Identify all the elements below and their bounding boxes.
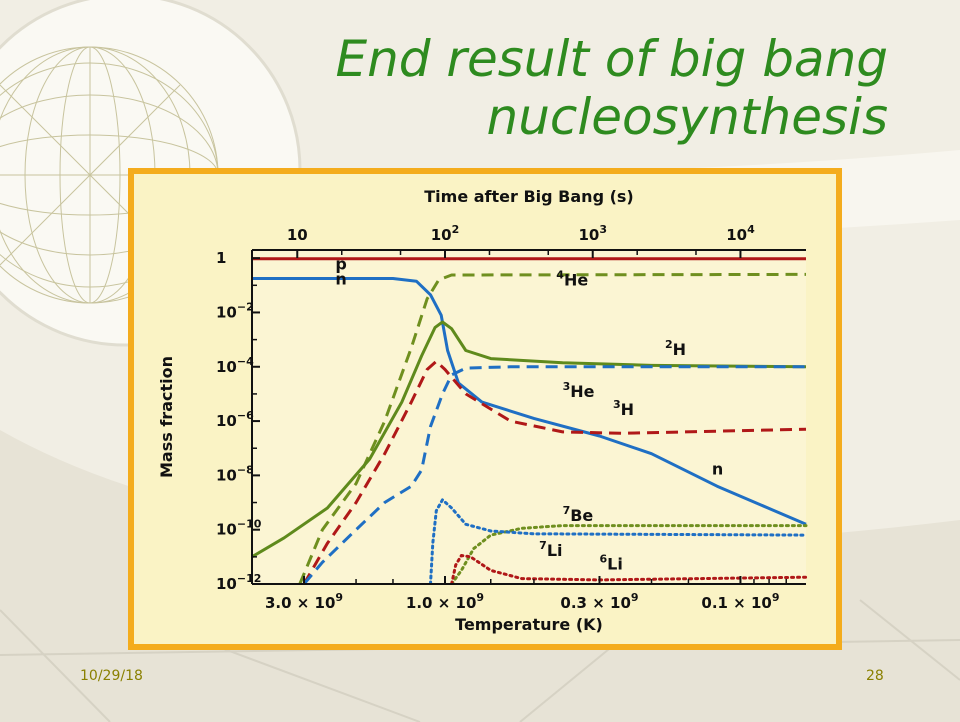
- chart-panel: 1 10−2 10−4 10−6 10−8 10−10 10−12 3.0 × 109 1.0 …: [134, 174, 836, 644]
- top-tick-label: 103: [578, 223, 607, 244]
- series-line-2H: [252, 320, 807, 559]
- curve-label-6Li: 6Li: [599, 553, 622, 574]
- curve-label-3He: 3He: [563, 380, 595, 401]
- y-tick-label: 10−2: [216, 300, 254, 321]
- top-tick-label: 102: [431, 223, 460, 244]
- x-tick-label: 1.0 × 109: [406, 591, 484, 612]
- y-tick-label: 10−12: [216, 572, 261, 593]
- y-tick-label: 10−8: [216, 463, 254, 484]
- footer-date: 10/29/18: [80, 668, 143, 684]
- x-tick-label: 0.3 × 109: [560, 591, 638, 612]
- x-axis-title: Temperature (K): [455, 615, 603, 634]
- curve-label-n: n: [712, 460, 723, 479]
- x-tick-label: 0.1 × 109: [701, 591, 779, 612]
- series-line-3He: [302, 365, 806, 584]
- x-tick-label: 3.0 × 109: [265, 591, 343, 612]
- series-line-3H: [302, 359, 807, 584]
- curve-label-2H: 2H: [665, 338, 686, 359]
- top-tick-label: 104: [726, 223, 755, 244]
- slide-title: End result of big bang nucleosynthesis: [335, 30, 888, 146]
- top-tick-label: 10: [287, 226, 308, 244]
- slide-number: 28: [866, 668, 884, 684]
- nucleosynthesis-chart: 1 10−2 10−4 10−6 10−8 10−10 10−123.0 × 109 1.0 …: [157, 187, 808, 634]
- curve-label-n: n: [335, 270, 346, 289]
- y-axis-title: Mass fraction: [157, 356, 176, 478]
- series-line-7Li: [429, 498, 808, 584]
- curve-label-3H: 3H: [613, 398, 634, 419]
- top-axis-title: Time after Big Bang (s): [424, 187, 633, 206]
- chart-figure: 1 10−2 10−4 10−6 10−8 10−10 10−12 3.0 × 109 1.0 …: [128, 168, 842, 650]
- curve-label-7Be: 7Be: [563, 504, 594, 525]
- curve-label-4He: 4He: [556, 268, 588, 289]
- curve-label-p: p: [335, 255, 346, 274]
- series-line-6Li: [450, 554, 808, 584]
- series-line-7Be: [450, 524, 808, 584]
- y-tick-label: 10−4: [216, 355, 254, 376]
- y-tick-label: 10−10: [216, 518, 262, 539]
- series-line-4He: [298, 272, 807, 584]
- y-tick-label: 1: [216, 249, 226, 267]
- y-tick-label: 10−6: [216, 409, 254, 430]
- curve-label-7Li: 7Li: [539, 539, 562, 560]
